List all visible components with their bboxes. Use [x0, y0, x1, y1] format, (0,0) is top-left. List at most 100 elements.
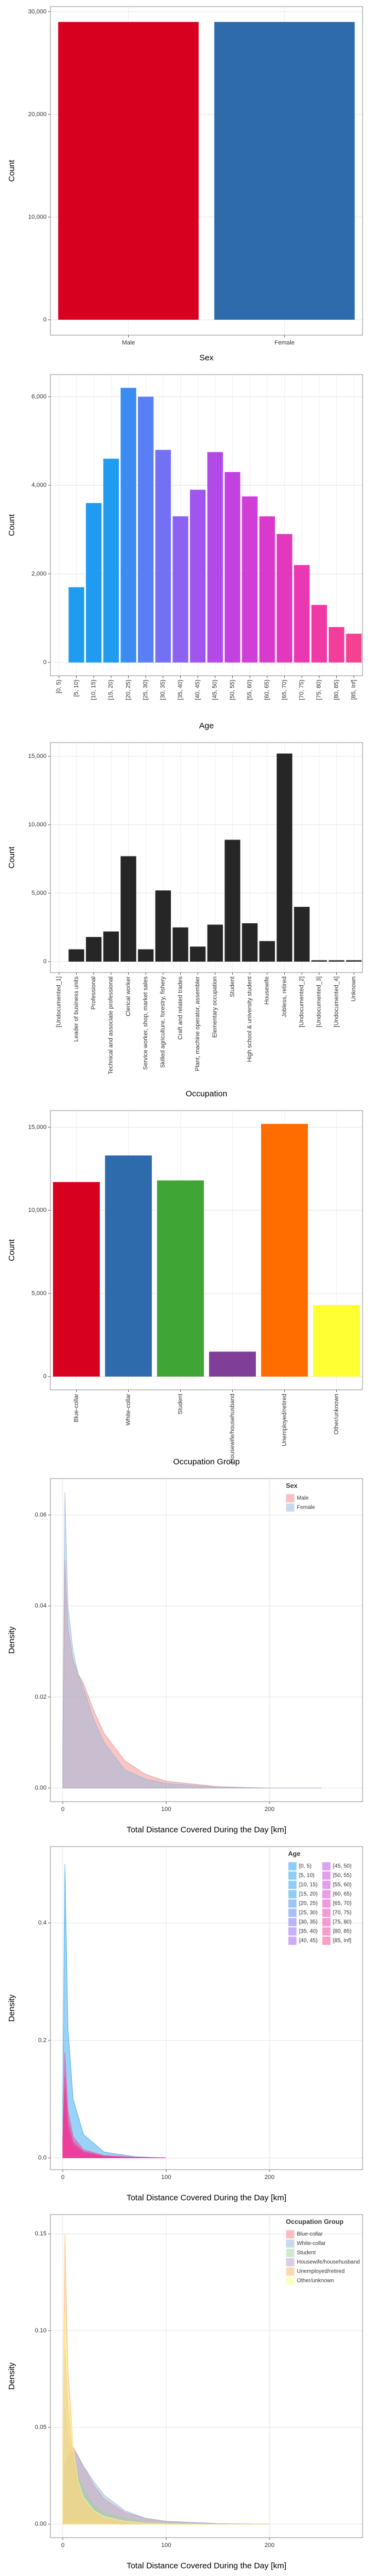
x-tick-label: Student: [229, 976, 235, 997]
legend-label: [30, 35): [299, 1919, 318, 1925]
panel-border: [50, 374, 363, 676]
density-area: [62, 1864, 166, 2159]
y-tick-label: 10,000: [28, 214, 47, 220]
bar: [157, 1180, 204, 1377]
y-axis-title: Count: [7, 514, 16, 536]
x-tick-label: [65, 70): [281, 680, 288, 700]
panel: [50, 375, 363, 676]
legend-swatch: [321, 1908, 331, 1918]
bar: [207, 452, 223, 663]
bar: [311, 960, 327, 962]
panel: [50, 1847, 363, 2170]
x-tick-label: 0: [61, 2174, 65, 2181]
x-tick-label: Other/unknown: [333, 1394, 340, 1435]
panel: [50, 743, 363, 973]
y-tick-label: 0.10: [35, 2327, 47, 2334]
legend-swatch: [321, 1880, 331, 1890]
bar: [189, 490, 206, 663]
panel-border: [50, 1110, 363, 1390]
x-tick-label: [15, 20): [108, 680, 114, 700]
bar: [103, 458, 119, 663]
y-tick-label: 0.15: [35, 2230, 47, 2237]
y-axis-title: Count: [7, 846, 16, 869]
x-tick-label: Clerical worker: [125, 976, 131, 1016]
panel-border: [50, 1478, 363, 1802]
bar: [120, 388, 136, 663]
legend-label: [15, 20): [299, 1891, 318, 1898]
x-tick-label: [75, 80): [316, 680, 323, 700]
x-tick-label: [70, 75): [298, 680, 305, 700]
x-tick-label: [Undocumented_1]: [56, 976, 62, 1027]
density-area: [62, 2408, 270, 2525]
x-tick-label: Craft and related trades: [177, 976, 183, 1040]
y-tick-label: 15,000: [28, 1124, 47, 1130]
legend-swatch: [285, 1493, 295, 1503]
x-tick-label: 100: [161, 1806, 171, 1813]
density-area: [62, 2450, 270, 2525]
x-tick-label: [Undocumented_4]: [333, 976, 340, 1027]
bar: [313, 1305, 360, 1377]
y-tick-label: 0.4: [38, 1919, 47, 1926]
legend-label: [25, 30): [299, 1910, 318, 1916]
legend-swatch: [288, 1871, 297, 1881]
density-area: [62, 1560, 321, 1789]
legend-swatch: [321, 1899, 331, 1908]
legend-swatch: [321, 1861, 331, 1871]
legend-swatch: [321, 1927, 331, 1936]
bar: [105, 1155, 152, 1377]
y-tick-label: 5,000: [31, 890, 47, 896]
legend-swatch: [285, 2257, 295, 2267]
bar: [189, 946, 206, 962]
density-area: [62, 2052, 166, 2159]
bar: [329, 960, 344, 962]
bar: [207, 924, 223, 962]
bar: [209, 1352, 256, 1377]
x-tick-label: Male: [122, 340, 135, 346]
bar: [259, 516, 275, 663]
legend-swatch: [288, 1880, 297, 1890]
bar: [68, 587, 84, 663]
bar: [214, 22, 355, 320]
bar: [68, 949, 84, 962]
x-tick-label: [60, 65): [264, 680, 271, 700]
legend-label: [65, 70): [333, 1901, 352, 1907]
panel-border: [50, 1846, 363, 2170]
bar: [277, 534, 292, 663]
bar: [155, 890, 171, 962]
x-tick-label: Plant, machine operator, assembler: [194, 976, 201, 1071]
x-tick-label: [55, 60): [246, 680, 253, 700]
x-tick-label: White-collar: [125, 1394, 131, 1425]
legend-label: [35, 40): [299, 1929, 318, 1935]
x-tick-label: [25, 30): [142, 680, 149, 700]
x-tick-label: [35, 40): [177, 680, 183, 700]
x-tick-label: [45, 50): [212, 680, 219, 700]
legend-label: Unemployed/retired: [297, 2269, 344, 2275]
x-tick-label: Female: [274, 340, 295, 346]
x-tick-label: Housewife: [264, 976, 271, 1004]
legend-label: White-collar: [297, 2241, 326, 2247]
legend-title: Occupation Group: [286, 2218, 343, 2226]
legend-swatch: [288, 1936, 297, 1946]
legend-label: [5, 10): [299, 1873, 314, 1879]
legend-swatch: [288, 1899, 297, 1908]
y-tick-label: 2,000: [31, 571, 47, 577]
x-tick-label: 0: [61, 1806, 65, 1813]
bar: [329, 627, 344, 663]
x-tick-label: 200: [264, 2542, 274, 2549]
bar: [277, 754, 292, 962]
x-tick-label: [20, 25): [125, 680, 131, 700]
y-tick-label: 0.04: [35, 1603, 47, 1609]
y-tick-label: 4,000: [31, 482, 47, 488]
x-tick-label: [30, 35): [160, 680, 166, 700]
y-tick-label: 0: [43, 958, 47, 965]
legend-swatch: [285, 2239, 295, 2249]
bar: [346, 634, 362, 663]
x-tick-label: [80, 85): [333, 680, 340, 700]
bar: [137, 949, 154, 962]
bar: [311, 605, 327, 663]
legend-swatch: [288, 1908, 297, 1918]
legend-swatch: [285, 1503, 295, 1513]
legend-label: Male: [297, 1496, 309, 1502]
bar: [53, 1182, 100, 1377]
